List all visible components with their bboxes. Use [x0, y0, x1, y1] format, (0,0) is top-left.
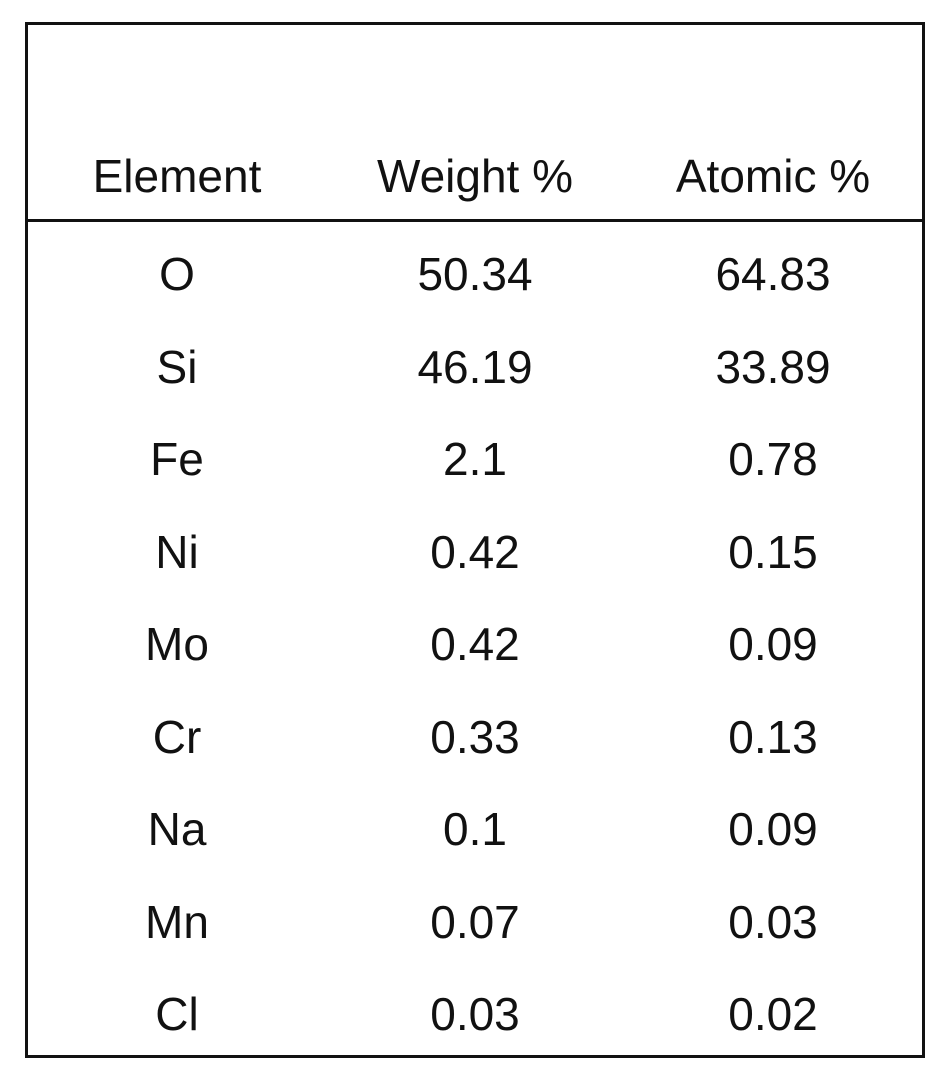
header-row: Element Weight % Atomic %: [28, 25, 922, 222]
table-row: Ni 0.42 0.15: [28, 506, 922, 599]
value-cell: 50.34: [417, 248, 533, 301]
value-cell: 0.42: [430, 525, 520, 578]
header-text: Atomic %: [675, 150, 871, 202]
table-header: Element Weight % Atomic %: [28, 25, 922, 222]
element-cell: Mo: [145, 618, 209, 671]
element-cell: Na: [147, 803, 207, 856]
element-cell: O: [159, 248, 195, 301]
element-cell: Cl: [155, 988, 199, 1041]
value-cell: 0.03: [728, 895, 818, 948]
table-row: Na 0.1 0.09: [28, 783, 922, 876]
header-text: Weight %: [376, 150, 574, 202]
composition-table: Element Weight % Atomic % O 50.34 64.83 Si 4…: [28, 25, 922, 1061]
table-row: Mn 0.07 0.03: [28, 876, 922, 969]
value-cell: 0.33: [430, 710, 520, 763]
header-cell: Element: [28, 25, 326, 222]
value-cell: 0.02: [728, 988, 818, 1041]
value-cell: 0.09: [728, 803, 818, 856]
table-frame: Element Weight % Atomic % O 50.34 64.83 Si 4…: [25, 22, 925, 1058]
element-cell: Mn: [145, 895, 209, 948]
table-row: Mo 0.42 0.09: [28, 598, 922, 691]
value-cell: 64.83: [715, 248, 831, 301]
header-cell: Weight %: [326, 25, 624, 222]
header-cell: Atomic %: [624, 25, 922, 222]
element-cell: Si: [156, 340, 198, 393]
value-cell: 0.03: [430, 988, 520, 1041]
element-cell: Cr: [152, 710, 202, 763]
table-body: O 50.34 64.83 Si 46.19 33.89 Fe 2.1 0.78 Ni 0.42 0.…: [28, 221, 922, 1061]
element-cell: Ni: [155, 525, 199, 578]
table-row: Cl 0.03 0.02: [28, 968, 922, 1061]
value-cell: 0.42: [430, 618, 520, 671]
table-row: O 50.34 64.83: [28, 221, 922, 321]
value-cell: 0.09: [728, 618, 818, 671]
value-cell: 46.19: [417, 340, 533, 393]
value-cell: 0.78: [728, 433, 818, 486]
value-cell: 0.15: [728, 525, 818, 578]
value-cell: 0.1: [443, 803, 507, 856]
table-row: Fe 2.1 0.78: [28, 413, 922, 506]
element-cell: Fe: [150, 433, 204, 486]
value-cell: 2.1: [443, 433, 507, 486]
value-cell: 0.07: [430, 895, 520, 948]
value-cell: 33.89: [715, 340, 831, 393]
table-row: Si 46.19 33.89: [28, 321, 922, 414]
value-cell: 0.13: [728, 710, 818, 763]
header-text: Element: [92, 150, 262, 202]
table-row: Cr 0.33 0.13: [28, 691, 922, 784]
